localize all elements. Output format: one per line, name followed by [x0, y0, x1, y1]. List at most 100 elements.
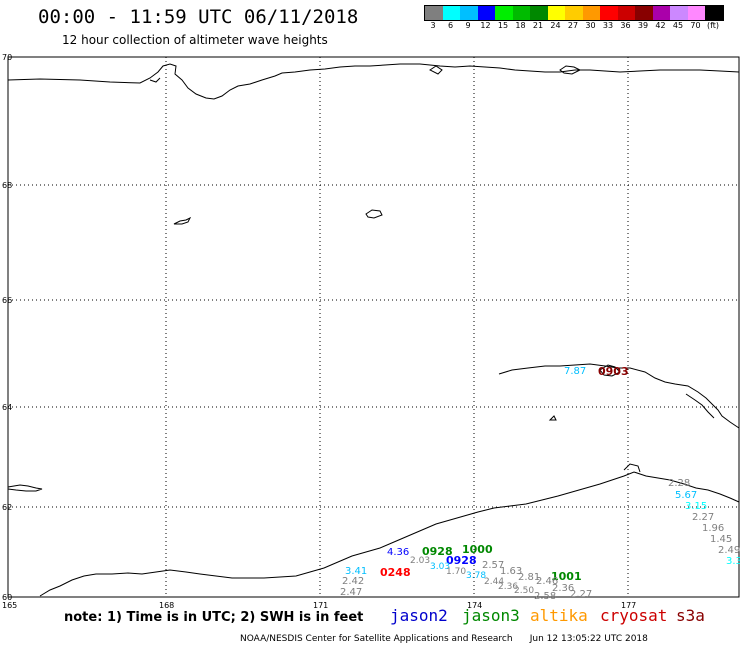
lat-label: 62	[2, 503, 12, 512]
swh-value: 5.67	[675, 490, 697, 501]
color-swatch	[425, 6, 443, 20]
color-swatch	[670, 6, 688, 20]
color-swatch	[652, 6, 670, 20]
color-scale-tick: 30	[585, 21, 596, 30]
color-scale-tick: 3	[430, 21, 436, 30]
coastline	[7, 63, 740, 597]
color-scale-tick: 70	[690, 21, 701, 30]
swh-value: 3.41	[345, 566, 367, 577]
color-swatch	[687, 6, 705, 20]
swh-value: 1.96	[702, 523, 724, 534]
color-scale-tick: 15	[497, 21, 509, 30]
color-scale-labels: 3 6 9 12 15 18 21 24 27 30 33 36 39 42 45 70 (ft)	[424, 21, 740, 33]
track-clutter: 2.03 3.03 1.70 3.78 2.44 2.36 2.50	[410, 556, 534, 596]
swh-value: 2.36	[552, 583, 574, 594]
swh-value: 2.46	[536, 576, 558, 587]
color-scale-tick: 33	[602, 21, 614, 30]
pass-time: 0928	[446, 554, 477, 567]
latitude-gridlines	[8, 184, 739, 508]
legend-cryosat: cryosat	[600, 606, 668, 625]
color-scale-tick: 27	[567, 21, 579, 30]
color-swatch	[442, 6, 460, 20]
lon-label: 171	[313, 601, 328, 610]
color-swatch	[460, 6, 478, 20]
longitude-labels: 165 168 171 174 177	[2, 601, 636, 610]
footer-credit: NOAA/NESDIS Center for Satellite Applica…	[240, 634, 648, 644]
legend-jason2: jason2	[390, 606, 448, 625]
swh-value: 7.87	[564, 366, 586, 377]
lon-label: 177	[621, 601, 636, 610]
lat-label: 60	[2, 593, 12, 602]
lon-label: 165	[2, 601, 17, 610]
swh-value: 3.15	[685, 501, 707, 512]
color-swatch	[512, 6, 530, 20]
pass-time: 0928	[422, 545, 453, 558]
lat-label: 66	[2, 296, 12, 305]
page-subtitle: 12 hour collection of altimeter wave hei…	[62, 33, 328, 47]
color-scale-tick: 36	[620, 21, 631, 30]
svg-text:1.70: 1.70	[446, 567, 466, 577]
pass-time: 1001	[551, 570, 582, 583]
swh-value: 2.42	[342, 576, 364, 587]
color-scale-bar	[424, 5, 724, 21]
color-scale-tick: 21	[532, 21, 544, 30]
lon-label: 174	[467, 601, 482, 610]
page-title: 00:00 - 11:59 UTC 06/11/2018	[38, 6, 359, 28]
color-swatch	[565, 6, 583, 20]
svg-text:2.36: 2.36	[498, 582, 518, 592]
longitude-gridlines	[165, 57, 629, 597]
legend-jason3: jason3	[462, 606, 520, 625]
swh-value: 2.28	[668, 478, 690, 489]
color-scale-tick: (ft)	[706, 21, 720, 30]
color-swatch	[600, 6, 618, 20]
swh-value: 1.45	[710, 534, 732, 545]
color-swatch	[477, 6, 495, 20]
latitude-labels: 70 68 66 64 62 60	[2, 53, 12, 602]
color-swatch	[705, 6, 723, 20]
color-swatch	[582, 6, 600, 20]
color-swatch	[617, 6, 635, 20]
swh-value: 2.47	[340, 587, 362, 598]
lon-label: 168	[159, 601, 174, 610]
svg-text:3.78: 3.78	[466, 571, 486, 581]
color-swatch	[547, 6, 565, 20]
note-text: note: 1) Time is in UTC; 2) SWH is in fe…	[64, 610, 364, 625]
swh-value: 2.27	[570, 589, 592, 600]
map-frame	[7, 56, 740, 598]
lat-label: 70	[2, 53, 12, 62]
svg-text:2.44: 2.44	[484, 577, 504, 587]
color-scale-tick: 45	[672, 21, 684, 30]
color-scale-tick: 6	[447, 21, 454, 30]
pass-time: 1000	[462, 543, 493, 556]
color-scale-tick: 24	[550, 21, 561, 30]
swh-value: 3.3	[726, 556, 740, 567]
footer-org: NOAA/NESDIS Center for Satellite Applica…	[240, 634, 513, 644]
color-scale-tick: 12	[480, 21, 491, 30]
swh-value: 2.58	[534, 591, 556, 602]
swh-value: 4.36	[387, 547, 409, 558]
swh-value: 2.81	[518, 572, 540, 583]
svg-text:3.03: 3.03	[430, 562, 450, 572]
swh-value: 1.63	[500, 566, 522, 577]
footer-timestamp: Jun 12 13:05:22 UTC 2018	[529, 634, 648, 644]
lat-label: 68	[2, 181, 12, 190]
pass-time: 0248	[380, 566, 411, 579]
color-swatch	[530, 6, 548, 20]
swh-value: 2.27	[692, 512, 714, 523]
svg-text:2.50: 2.50	[514, 586, 534, 596]
pass-time: 0903	[598, 365, 629, 378]
legend-s3a: s3a	[676, 606, 705, 625]
swh-value: 2.49	[718, 545, 740, 556]
observation-labels: 7.87 0903 2.28 5.67 3.15 2.27 1.96 1.45 …	[340, 365, 740, 602]
swh-value: 2.57	[482, 560, 504, 571]
color-swatch	[635, 6, 653, 20]
lat-label: 64	[2, 403, 12, 412]
color-swatch	[495, 6, 513, 20]
svg-text:2.03: 2.03	[410, 556, 430, 566]
color-scale-tick: 42	[655, 21, 666, 30]
color-scale-tick: 39	[637, 21, 649, 30]
color-scale-tick: 9	[465, 21, 471, 30]
legend-altika: altika	[530, 606, 588, 625]
color-scale-tick: 18	[515, 21, 526, 30]
